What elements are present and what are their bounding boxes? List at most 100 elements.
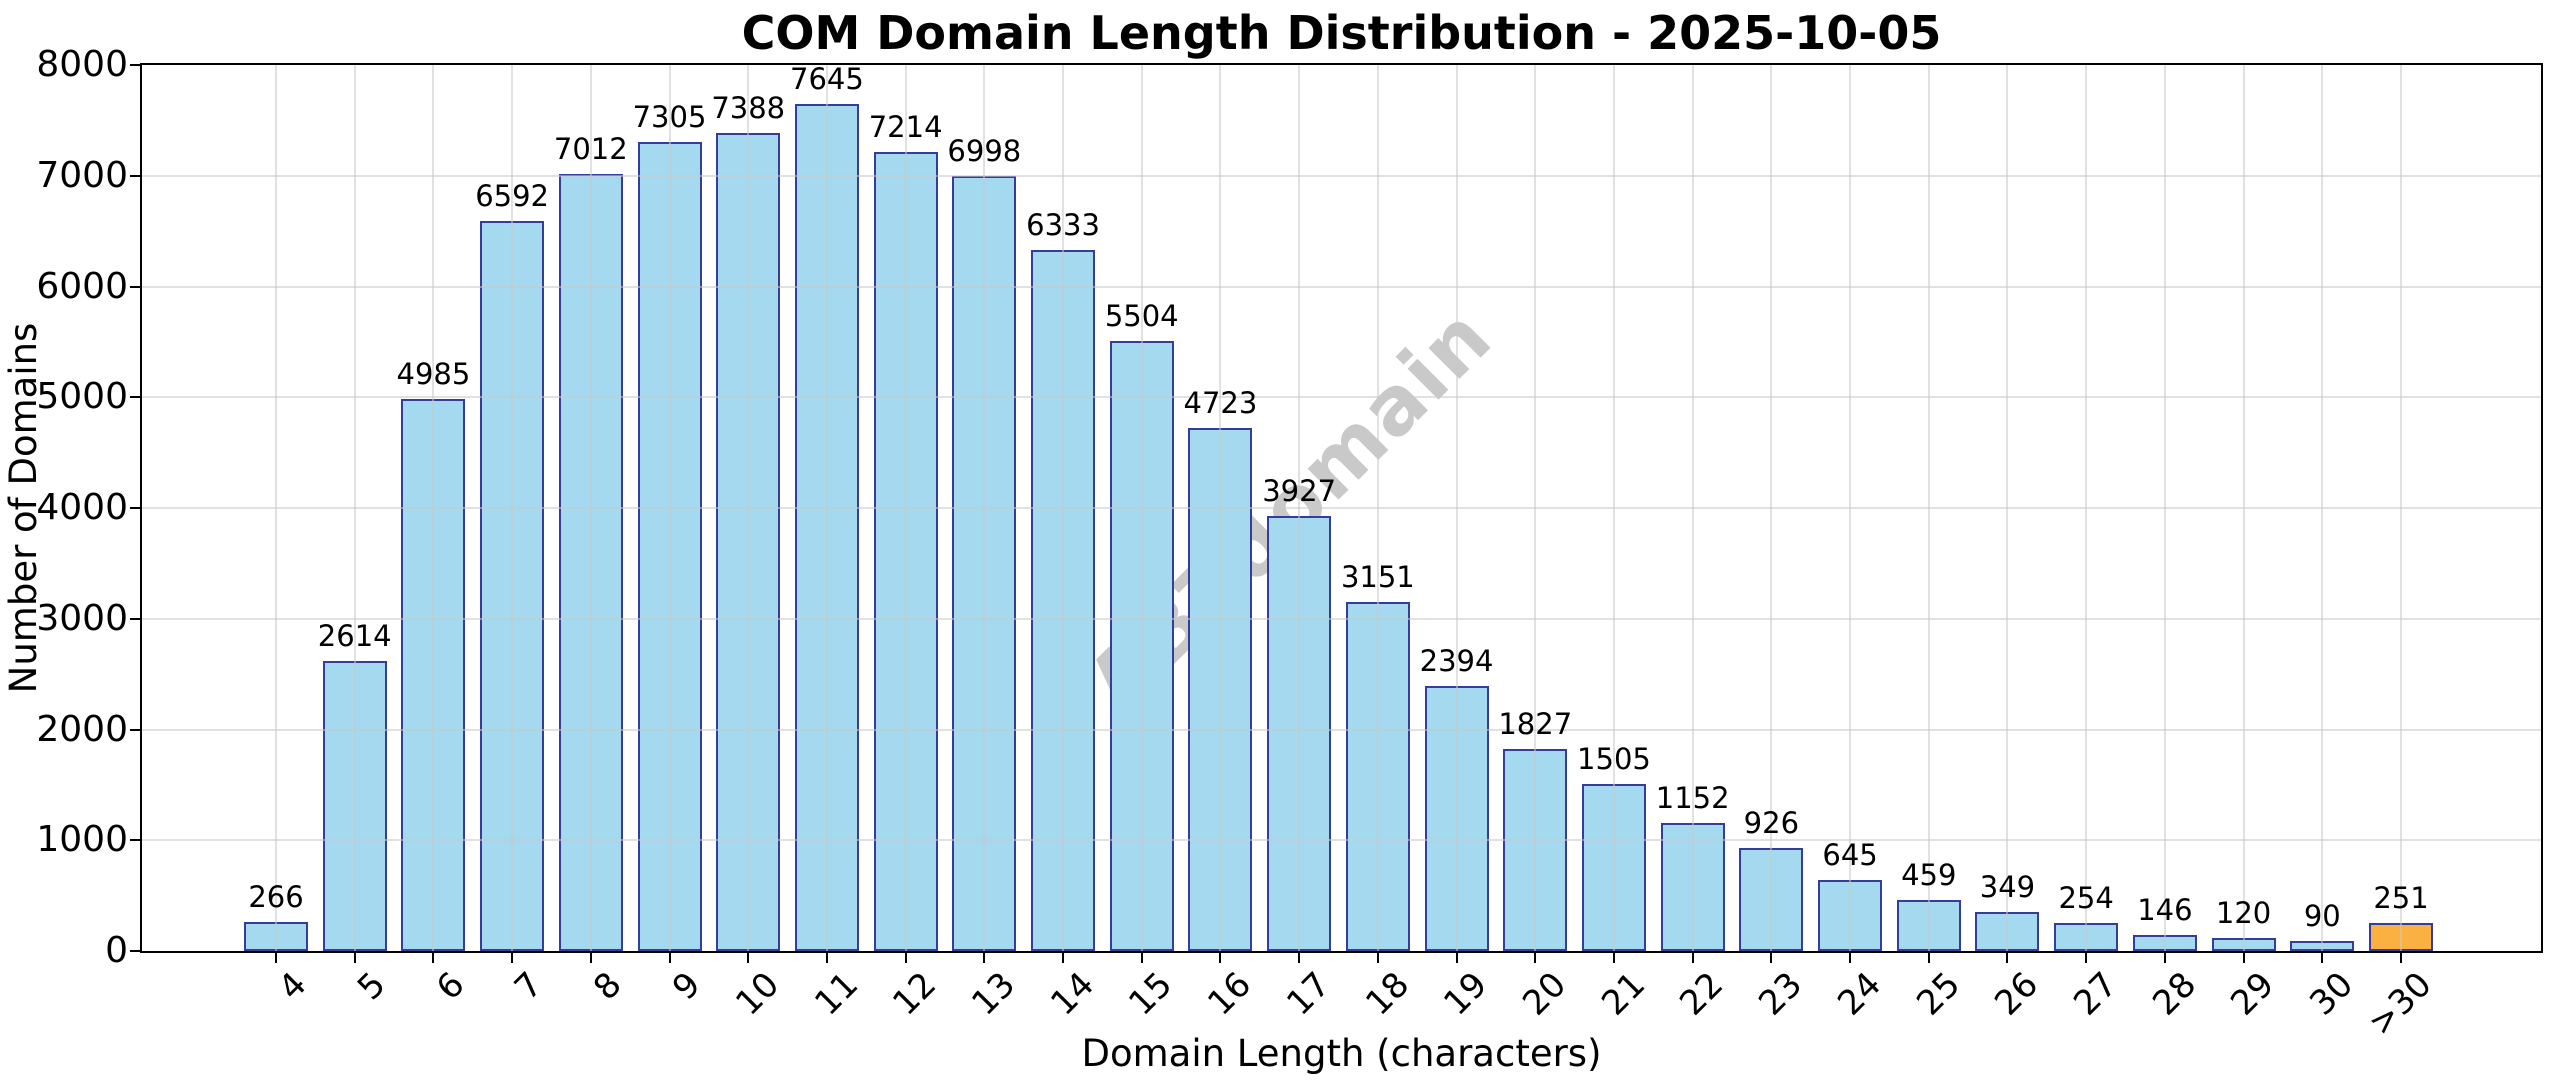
x-tick-label: 28 <box>2144 964 2204 1024</box>
x-gridline <box>1219 65 1222 951</box>
x-tick-mark <box>2400 953 2402 963</box>
x-tick-label: 18 <box>1357 964 1417 1024</box>
x-tick-label: 21 <box>1593 964 1653 1024</box>
bar-value-label: 926 <box>1743 806 1800 840</box>
y-tick-label: 1000 <box>36 819 128 861</box>
x-gridline <box>1376 65 1379 951</box>
bar-value-label: 251 <box>2373 881 2429 915</box>
y-tick-label: 4000 <box>36 487 128 528</box>
y-tick-mark <box>130 950 140 952</box>
x-tick-label: >30 <box>2360 964 2440 1044</box>
y-tick-label: 8000 <box>36 44 128 85</box>
x-gridline <box>2163 65 2166 951</box>
x-tick-mark <box>353 953 356 963</box>
x-tick-label: 29 <box>2223 964 2283 1024</box>
x-tick-label: 11 <box>806 964 866 1024</box>
x-gridline <box>589 65 592 951</box>
x-tick-mark <box>2321 953 2324 963</box>
y-gridline <box>142 728 2541 731</box>
x-gridline <box>1534 65 1537 951</box>
bar-value-label: 6998 <box>947 134 1022 168</box>
x-tick-label: 5 <box>350 964 394 1009</box>
y-tick-label: 6000 <box>36 265 128 307</box>
bar-value-label: 266 <box>248 880 304 914</box>
x-tick-mark <box>1849 953 1852 963</box>
x-gridline <box>668 65 671 951</box>
x-tick-label: 16 <box>1200 964 1260 1024</box>
x-gridline <box>1455 65 1458 951</box>
x-tick-label: 22 <box>1672 964 1732 1024</box>
x-tick-label: 20 <box>1515 964 1575 1024</box>
x-tick-mark <box>1062 953 1065 963</box>
x-tick-label: 6 <box>428 964 473 1009</box>
x-gridline <box>825 65 828 951</box>
x-tick-label: 27 <box>2066 964 2126 1024</box>
bar-value-label: 7645 <box>790 62 864 96</box>
x-tick-label: 30 <box>2302 964 2362 1024</box>
bar-value-label: 7214 <box>868 110 943 144</box>
x-gridline <box>1140 65 1143 951</box>
x-tick-mark <box>983 953 986 963</box>
x-tick-mark <box>275 953 277 963</box>
x-gridline <box>2400 65 2402 951</box>
bar-value-label: 4723 <box>1183 386 1258 420</box>
x-tick-mark <box>511 953 514 963</box>
bar-value-label: 7388 <box>711 91 786 125</box>
x-gridline <box>2006 65 2009 951</box>
y-tick-mark <box>130 174 140 177</box>
x-tick-mark <box>2085 953 2088 963</box>
x-tick-mark <box>2006 953 2009 963</box>
x-tick-mark <box>1219 953 1222 963</box>
bar-value-label: 2614 <box>317 619 392 653</box>
x-tick-mark <box>1927 953 1930 963</box>
x-tick-label: 19 <box>1436 964 1496 1024</box>
x-tick-label: 7 <box>507 964 551 1009</box>
bar-value-label: 645 <box>1822 838 1878 872</box>
x-gridline <box>1770 65 1773 951</box>
x-gridline <box>747 65 750 951</box>
bar-value-label: 7305 <box>632 100 707 134</box>
x-gridline <box>1612 65 1615 951</box>
x-tick-label: 10 <box>728 964 788 1024</box>
x-gridline <box>983 65 986 951</box>
bar-value-label: 254 <box>2058 881 2114 915</box>
x-tick-mark <box>668 953 671 963</box>
x-gridline <box>275 65 277 951</box>
chart-title: COM Domain Length Distribution - 2025-10… <box>741 6 1942 60</box>
x-tick-label: 24 <box>1830 964 1889 1024</box>
y-tick-mark <box>130 64 140 66</box>
x-tick-mark <box>747 953 750 963</box>
y-tick-mark <box>130 285 140 288</box>
bar-value-label: 120 <box>2215 896 2272 930</box>
bar-value-label: 6333 <box>1026 208 1100 242</box>
x-tick-label: 9 <box>664 964 709 1009</box>
x-tick-mark <box>825 953 828 963</box>
x-gridline <box>1062 65 1065 951</box>
y-tick-label: 2000 <box>36 708 128 750</box>
x-tick-mark <box>1612 953 1615 963</box>
bar-value-label: 146 <box>2137 893 2193 927</box>
x-gridline <box>2085 65 2088 951</box>
bar-value-label: 4985 <box>396 357 471 391</box>
x-gridline <box>353 65 356 951</box>
y-gridline <box>142 507 2541 509</box>
x-tick-mark <box>1534 953 1537 963</box>
x-gridline <box>1298 65 1301 951</box>
y-gridline <box>142 396 2541 399</box>
y-tick-mark <box>130 839 140 842</box>
y-tick-label: 7000 <box>36 154 128 196</box>
x-tick-label: 15 <box>1121 964 1181 1024</box>
x-gridline <box>904 65 907 951</box>
x-tick-mark <box>2242 953 2245 963</box>
x-gridline <box>1849 65 1852 951</box>
bar-value-label: 90 <box>2303 899 2341 933</box>
y-gridline <box>142 285 2541 288</box>
y-tick-label: 5000 <box>36 376 128 418</box>
x-tick-mark <box>432 953 435 963</box>
bar-value-label: 1827 <box>1498 707 1573 741</box>
x-tick-mark <box>1298 953 1301 963</box>
x-tick-label: 23 <box>1751 964 1811 1024</box>
bar-value-label: 7012 <box>553 132 628 166</box>
bar-value-label: 5504 <box>1104 299 1179 333</box>
